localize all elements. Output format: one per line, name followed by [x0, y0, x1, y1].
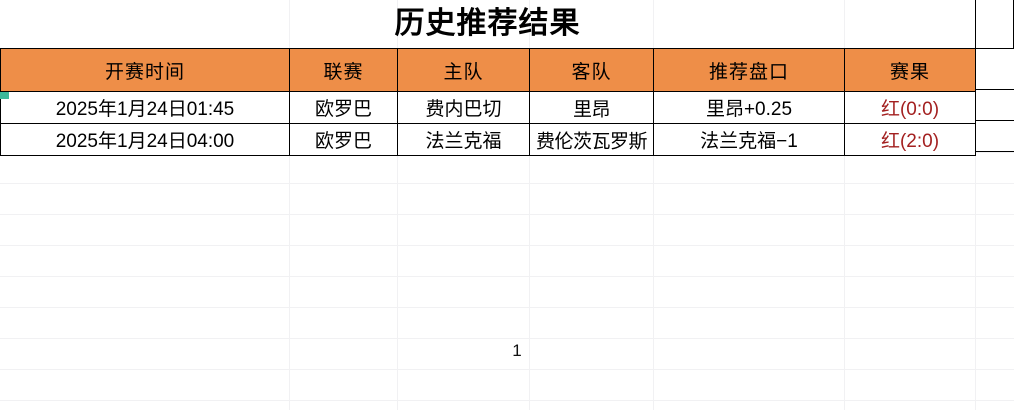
- side-cell-row: [976, 121, 1014, 152]
- column-header-away: 客队: [529, 48, 654, 92]
- grid-row-line: [0, 307, 1014, 308]
- table-row: 2025年1月24日01:45 欧罗巴 费内巴切 里昂 里昂+0.25 红(0:…: [0, 91, 976, 124]
- side-cell-row: [976, 90, 1014, 121]
- column-header-odds: 推荐盘口: [653, 48, 845, 92]
- side-cell-header: [976, 48, 1014, 90]
- title-band: 历史推荐结果: [0, 0, 1014, 48]
- cell-odds: 里昂+0.25: [653, 91, 845, 124]
- cell-time: 2025年1月24日04:00: [0, 123, 290, 156]
- cell-time: 2025年1月24日01:45: [0, 91, 290, 124]
- table-row: 2025年1月24日04:00 欧罗巴 法兰克福 费伦茨瓦罗斯 法兰克福−1 红…: [0, 123, 976, 156]
- grid-column-line: [529, 0, 530, 410]
- cell-league: 欧罗巴: [289, 91, 398, 124]
- page-number: 1: [512, 341, 522, 360]
- column-header-result: 赛果: [844, 48, 976, 92]
- history-results-table-wrap: 开赛时间 联赛 主队 客队 推荐盘口 赛果 2025年1月24日01:45 欧罗…: [0, 48, 976, 156]
- cell-away: 里昂: [529, 91, 654, 124]
- column-header-league: 联赛: [289, 48, 398, 92]
- cell-away: 费伦茨瓦罗斯: [529, 123, 654, 156]
- cell-result: 红(0:0): [844, 91, 976, 124]
- cell-odds: 法兰克福−1: [653, 123, 845, 156]
- top-right-stub-cell: [975, 0, 1014, 48]
- right-side-column: [975, 48, 1014, 152]
- cell-league: 欧罗巴: [289, 123, 398, 156]
- column-header-time: 开赛时间: [0, 48, 290, 92]
- cell-away-text: 费伦茨瓦罗斯: [535, 131, 648, 152]
- grid-row-line: [0, 400, 1014, 401]
- selection-marker: [0, 92, 9, 99]
- grid-row-line: [0, 245, 1014, 246]
- grid-column-line: [397, 0, 398, 410]
- history-results-table: 开赛时间 联赛 主队 客队 推荐盘口 赛果 2025年1月24日01:45 欧罗…: [0, 48, 976, 156]
- column-header-home: 主队: [397, 48, 530, 92]
- grid-column-line: [975, 0, 976, 410]
- grid-row-line: [0, 338, 1014, 339]
- grid-row-line: [0, 214, 1014, 215]
- cell-away-text: 里昂: [572, 99, 611, 120]
- grid-row-line: [0, 276, 1014, 277]
- cell-home: 费内巴切: [397, 91, 530, 124]
- grid-column-line: [653, 0, 654, 410]
- cell-result: 红(2:0): [844, 123, 976, 156]
- table-header-row: 开赛时间 联赛 主队 客队 推荐盘口 赛果: [0, 48, 976, 92]
- grid-row-line: [0, 183, 1014, 184]
- page-title: 历史推荐结果: [394, 7, 581, 40]
- grid-column-line: [289, 0, 290, 410]
- cell-home: 法兰克福: [397, 123, 530, 156]
- grid-row-line: [0, 369, 1014, 370]
- grid-column-line: [844, 0, 845, 410]
